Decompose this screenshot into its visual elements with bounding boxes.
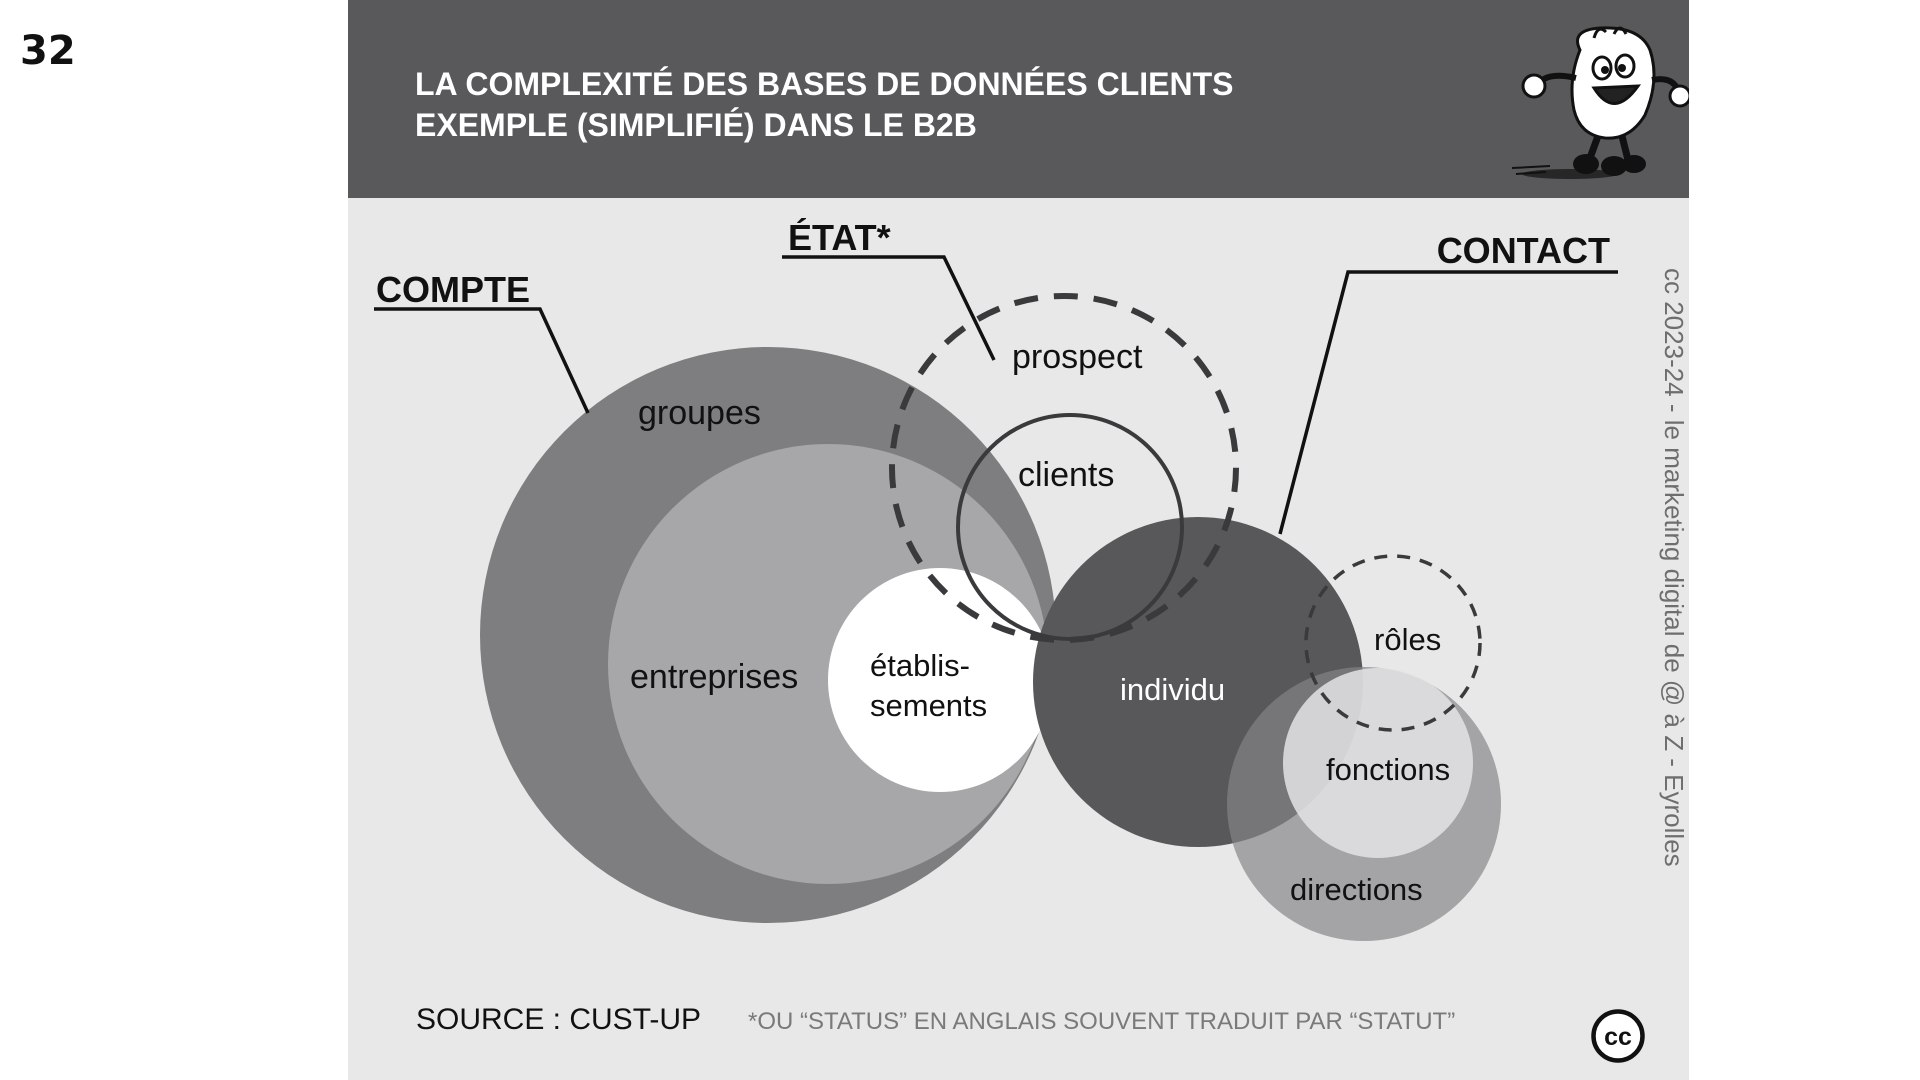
slide-title-line-1: LA COMPLEXITÉ DES BASES DE DONNÉES CLIEN… — [415, 66, 1234, 102]
clients-label: clients — [1018, 456, 1114, 494]
etablissements-label-line1: établis- — [870, 648, 970, 683]
cc-badge-label: cc — [1604, 1023, 1632, 1051]
entreprises-label: entreprises — [630, 658, 798, 696]
venn-diagram: COMPTE ÉTAT* CONTACT groupes entreprises… — [374, 217, 1618, 941]
creative-commons-icon: cc — [1591, 1009, 1645, 1063]
clients-circle — [956, 413, 1184, 641]
slide: LA COMPLEXITÉ DES BASES DE DONNÉES CLIEN… — [348, 0, 1689, 1080]
roles-label: rôles — [1374, 622, 1441, 657]
slide-header: LA COMPLEXITÉ DES BASES DE DONNÉES CLIEN… — [348, 0, 1689, 198]
footer-note: *OU “STATUS” EN ANGLAIS SOUVENT TRADUIT … — [748, 1008, 1456, 1035]
directions-label: directions — [1290, 872, 1423, 907]
cartoon-mascot-icon — [1511, 26, 1689, 179]
individu-label: individu — [1120, 672, 1225, 707]
fonctions-circle — [1283, 668, 1473, 858]
compte-label: COMPTE — [376, 269, 530, 310]
groupes-label: groupes — [638, 394, 761, 432]
etablissements-label-line2: sements — [870, 688, 987, 723]
slide-title-line-2: EXEMPLE (SIMPLIFIÉ) DANS LE B2B — [415, 107, 977, 143]
fonctions-label: fonctions — [1326, 752, 1450, 787]
contact-callout-line — [1278, 270, 1618, 535]
footer-source: SOURCE : CUST-UP — [416, 1003, 702, 1036]
prospect-circle — [889, 293, 1239, 643]
roles-circle — [1304, 554, 1482, 732]
contact-label: CONTACT — [1437, 230, 1610, 271]
etat-label: ÉTAT* — [788, 217, 891, 258]
etat-callout-line — [782, 255, 996, 361]
vertical-credit: cc 2023-24 - le marketing digital de @ à… — [1659, 268, 1689, 867]
page-number: 32 — [20, 28, 76, 74]
prospect-label: prospect — [1012, 338, 1143, 376]
compte-callout-line — [374, 307, 590, 414]
